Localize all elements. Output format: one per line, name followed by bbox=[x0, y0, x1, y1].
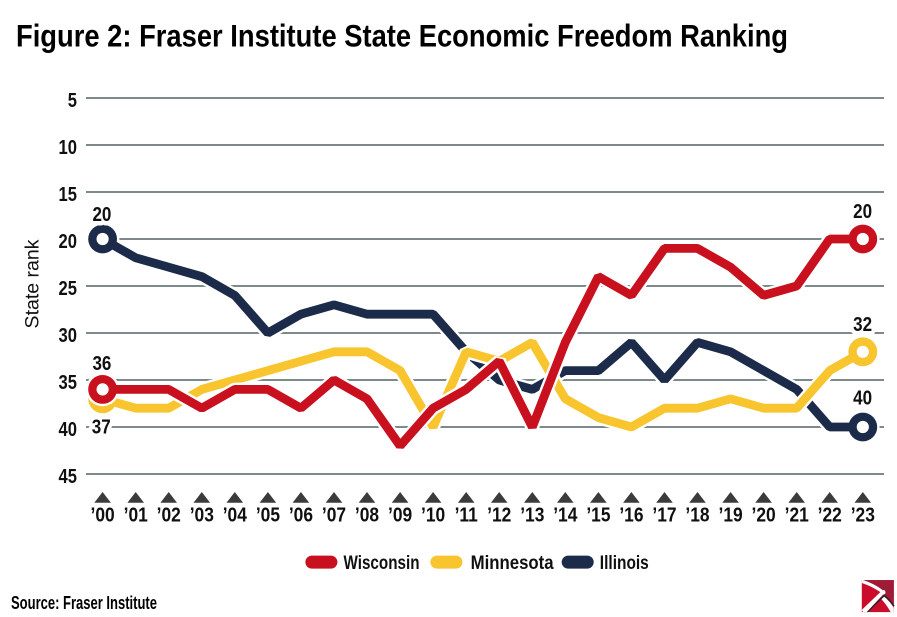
svg-text:’06: ’06 bbox=[289, 503, 313, 525]
svg-text:’03: ’03 bbox=[190, 503, 214, 525]
svg-text:Wisconsin: Wisconsin bbox=[344, 552, 420, 574]
svg-text:’10: ’10 bbox=[421, 503, 445, 525]
svg-text:’05: ’05 bbox=[256, 503, 280, 525]
svg-text:’19: ’19 bbox=[719, 503, 743, 525]
svg-text:State rank: State rank bbox=[22, 239, 44, 328]
svg-text:’23: ’23 bbox=[851, 503, 875, 525]
svg-text:’09: ’09 bbox=[388, 503, 412, 525]
svg-text:Illinois: Illinois bbox=[600, 552, 649, 574]
svg-text:15: 15 bbox=[59, 182, 77, 205]
svg-text:30: 30 bbox=[59, 323, 77, 346]
svg-text:’17: ’17 bbox=[652, 503, 676, 525]
svg-text:40: 40 bbox=[853, 386, 872, 409]
svg-text:Figure 2: Fraser Institute Sta: Figure 2: Fraser Institute State Economi… bbox=[16, 18, 788, 54]
svg-text:20: 20 bbox=[853, 200, 872, 223]
svg-text:’13: ’13 bbox=[520, 503, 544, 525]
svg-text:’01: ’01 bbox=[124, 503, 148, 525]
svg-text:Minnesota: Minnesota bbox=[471, 552, 554, 574]
svg-text:32: 32 bbox=[853, 313, 872, 336]
svg-text:’14: ’14 bbox=[553, 503, 578, 525]
svg-text:’02: ’02 bbox=[157, 503, 181, 525]
svg-text:35: 35 bbox=[59, 370, 77, 393]
svg-text:’04: ’04 bbox=[223, 503, 248, 525]
svg-text:45: 45 bbox=[59, 464, 77, 487]
svg-text:20: 20 bbox=[59, 229, 77, 252]
svg-text:36: 36 bbox=[92, 351, 111, 374]
svg-text:’12: ’12 bbox=[487, 503, 511, 525]
svg-text:20: 20 bbox=[92, 202, 111, 225]
svg-text:’18: ’18 bbox=[685, 503, 709, 525]
svg-text:’21: ’21 bbox=[785, 503, 809, 525]
svg-text:’15: ’15 bbox=[586, 503, 610, 525]
svg-text:’07: ’07 bbox=[322, 503, 346, 525]
svg-text:’16: ’16 bbox=[619, 503, 643, 525]
svg-text:’20: ’20 bbox=[752, 503, 776, 525]
svg-text:37: 37 bbox=[92, 415, 111, 438]
svg-text:5: 5 bbox=[68, 88, 77, 111]
svg-text:’08: ’08 bbox=[355, 503, 379, 525]
svg-text:’11: ’11 bbox=[455, 503, 478, 525]
svg-text:40: 40 bbox=[59, 417, 77, 440]
svg-text:10: 10 bbox=[59, 135, 77, 158]
svg-text:’00: ’00 bbox=[91, 503, 115, 525]
svg-text:Source: Fraser Institute: Source: Fraser Institute bbox=[11, 593, 157, 613]
svg-text:’22: ’22 bbox=[818, 503, 842, 525]
svg-text:25: 25 bbox=[59, 276, 77, 299]
